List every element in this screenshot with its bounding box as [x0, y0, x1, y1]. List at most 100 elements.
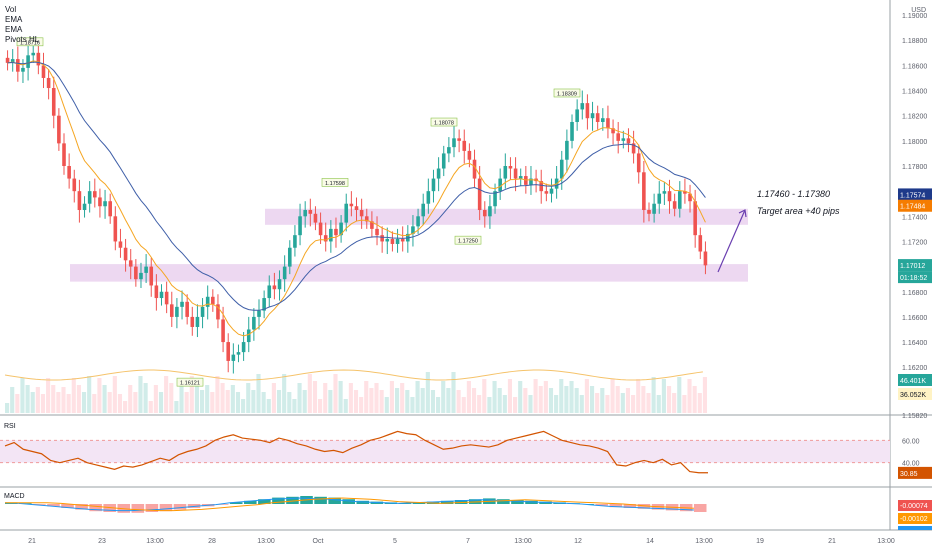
rsi-value-text: 30.85 [900, 471, 918, 478]
candle-body [477, 178, 482, 211]
time-tick: 5 [393, 538, 397, 545]
candle-body [98, 197, 102, 207]
volume-bar [600, 388, 605, 413]
candle-body [662, 191, 667, 194]
volume-bar [359, 397, 364, 413]
price-tick: 1.18800 [902, 38, 927, 45]
time-tick: 21 [28, 538, 36, 545]
volume-bar [564, 386, 569, 413]
volume-bar [420, 388, 425, 413]
volume-bar [87, 376, 92, 413]
candle-body [400, 238, 405, 242]
volume-bar [343, 399, 348, 413]
macd-value-2: -0.00102 [900, 516, 928, 523]
volume-bar [477, 395, 482, 413]
candle-body [344, 203, 349, 223]
macd-value-badge [898, 500, 932, 511]
volume-bar [538, 386, 543, 413]
candle-body [246, 329, 251, 343]
candle-body [72, 178, 77, 192]
candle-body [590, 113, 595, 119]
candle-body [642, 172, 646, 211]
volume-bar [287, 392, 292, 413]
macd-signal-badge [898, 513, 932, 524]
candle-body [149, 266, 154, 286]
candle-body [128, 260, 133, 267]
time-tick: 7 [466, 538, 470, 545]
volume-bar [158, 392, 164, 413]
rsi-level-60: 60.00 [902, 438, 920, 445]
candle-body [159, 291, 164, 299]
volume-bar [384, 397, 389, 413]
macd-hist-bar [131, 504, 145, 513]
candle-body [308, 210, 313, 214]
volume-bar [702, 377, 707, 413]
macd-hist-bar [33, 504, 46, 505]
price-badge [898, 188, 932, 201]
volume-bar [513, 397, 518, 413]
volume-bar [297, 383, 302, 413]
volume-bar [369, 388, 374, 413]
volume-bar [471, 388, 477, 413]
legend-ema-fast[interactable]: EMA [5, 15, 23, 24]
candle-body [580, 103, 585, 110]
volume-bar [605, 395, 610, 413]
volume-bar [615, 386, 620, 413]
macd-hist-bar [89, 504, 102, 512]
pivot-label: 1.16121 [180, 381, 200, 387]
price-tick: 1.16600 [902, 315, 927, 322]
volume-bar [143, 383, 148, 413]
candle-body [262, 298, 266, 311]
candle-body [411, 226, 415, 234]
volume-bar [353, 390, 359, 413]
candle-body [513, 168, 518, 179]
candle-body [375, 228, 379, 236]
legend-vol[interactable]: Vol [5, 5, 17, 14]
candle-body [200, 306, 205, 317]
legend-pivots[interactable]: Pivots HL [5, 35, 40, 44]
price-tick: 1.16800 [902, 290, 927, 297]
candle-body [277, 279, 282, 290]
candle-body [190, 316, 195, 327]
candle-body [472, 159, 477, 179]
candle-body [503, 166, 508, 179]
volume-bar [76, 385, 81, 413]
volume-bar [256, 374, 261, 413]
candle-body [575, 109, 579, 122]
candle-body [636, 153, 641, 173]
volume-bar [569, 381, 574, 413]
volume-bar [687, 379, 692, 413]
price-badge-text: 01:18:52 [900, 275, 927, 282]
volume-bar [461, 397, 466, 413]
volume-bar [574, 388, 579, 413]
macd-label: MACD [4, 493, 25, 500]
volume-bar [148, 401, 153, 413]
time-tick: 13:00 [514, 538, 532, 545]
macd-hist-bar [215, 504, 229, 505]
legend-ema-slow[interactable]: EMA [5, 25, 23, 34]
candle-body [467, 150, 472, 160]
price-badge-text: 36.052K [900, 392, 926, 399]
candle-body [41, 65, 46, 78]
candle-body [544, 191, 549, 194]
candle-body [585, 103, 590, 119]
volume-bar [261, 392, 266, 413]
rsi-value-badge [898, 466, 932, 479]
volume-bar [595, 393, 600, 413]
candle-body [231, 354, 236, 361]
time-tick: 14 [646, 538, 654, 545]
candle-body [631, 143, 636, 154]
volume-bar [276, 390, 282, 413]
candle-body [252, 316, 256, 330]
volume-bar [205, 385, 210, 413]
price-tick: 1.17800 [902, 164, 927, 171]
volume-bar [164, 376, 169, 413]
volume-bar [102, 385, 107, 413]
candle-body [144, 266, 148, 273]
candle-body [677, 191, 682, 209]
volume-bar [436, 397, 441, 413]
pivot-label-box [176, 377, 204, 387]
macd-hist-bar [159, 504, 173, 512]
macd-hist-bar [145, 504, 159, 512]
